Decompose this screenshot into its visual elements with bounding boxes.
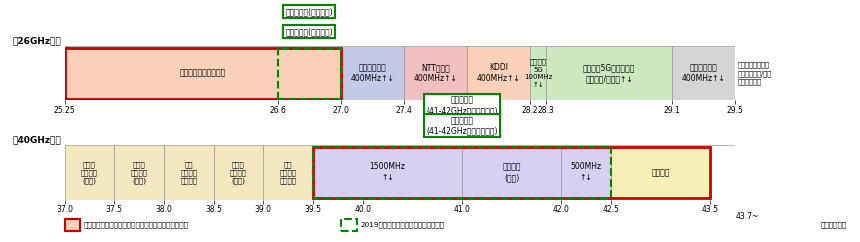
- Text: 出典：総務省: 出典：総務省: [820, 221, 847, 228]
- Text: 500MHz
↑↓: 500MHz ↑↓: [571, 162, 602, 182]
- Bar: [263, 145, 313, 200]
- Text: 2019年に共用検討が行われた周波数帯: 2019年に共用検討が行われた周波数帯: [360, 221, 445, 228]
- Bar: [278, 48, 341, 99]
- Text: 共用検討済(共用不可): 共用検討済(共用不可): [286, 27, 333, 36]
- Text: 43.7~: 43.7~: [736, 212, 759, 221]
- Text: 【40GHz帯】: 【40GHz帯】: [12, 135, 61, 144]
- Text: 公共・
一般業務
(固定): 公共・ 一般業務 (固定): [131, 161, 148, 184]
- Text: 公共・
一般業務
(移動): 公共・ 一般業務 (移動): [81, 161, 98, 184]
- Text: ホーム監視用映像
伝送システム/列車
無線システム: ホーム監視用映像 伝送システム/列車 無線システム: [737, 61, 771, 85]
- Bar: [164, 145, 213, 200]
- Bar: [313, 147, 611, 198]
- Bar: [562, 145, 611, 200]
- Bar: [341, 46, 404, 100]
- Text: 【26GHz帯】: 【26GHz帯】: [12, 36, 61, 45]
- Text: 放送事業
(移動): 放送事業 (移動): [502, 162, 521, 182]
- Text: 公共・
一般業務
(固定): 公共・ 一般業務 (固定): [230, 161, 247, 184]
- Text: 共用検討済
(41-42GHzを除き共用可): 共用検討済 (41-42GHzを除き共用可): [427, 116, 498, 135]
- Bar: [462, 145, 562, 200]
- Text: ローカル
5G
100MHz
↑↓: ローカル 5G 100MHz ↑↓: [524, 59, 552, 88]
- Bar: [404, 46, 467, 100]
- Text: 共用検討済
(41-42GHzを除き共用可): 共用検討済 (41-42GHzを除き共用可): [427, 96, 498, 115]
- Bar: [313, 145, 462, 200]
- Bar: [313, 147, 710, 198]
- Text: 無線
アクセス
システム: 無線 アクセス システム: [181, 161, 197, 184]
- Text: 楽天モバイル
400MHz↑↓: 楽天モバイル 400MHz↑↓: [350, 63, 394, 83]
- Bar: [64, 46, 341, 100]
- Text: 情通審で割当てに向けた検討が行われている周波数帯: 情通審で割当てに向けた検討が行われている周波数帯: [83, 221, 188, 228]
- Text: ローカル5G対象周波数
地域限定/閉空間↑↓: ローカル5G対象周波数 地域限定/閉空間↑↓: [583, 63, 636, 83]
- Text: 無線アクセスシステム: 無線アクセスシステム: [180, 69, 225, 78]
- Bar: [546, 46, 673, 100]
- Text: 共用検討済(共用不可): 共用検討済(共用不可): [286, 7, 333, 16]
- Text: NTTドコモ
400MHz↑↓: NTTドコモ 400MHz↑↓: [414, 63, 458, 83]
- Bar: [64, 145, 114, 200]
- Text: 電波天文: 電波天文: [652, 168, 670, 177]
- Bar: [213, 145, 263, 200]
- Bar: [710, 145, 735, 200]
- Bar: [64, 48, 341, 99]
- Text: KDDI
400MHz↑↓: KDDI 400MHz↑↓: [476, 63, 520, 83]
- Bar: [114, 145, 164, 200]
- Bar: [673, 46, 735, 100]
- Text: 無線
アクセス
システム: 無線 アクセス システム: [280, 161, 297, 184]
- Bar: [530, 46, 546, 100]
- Bar: [611, 145, 710, 200]
- Text: 1500MHz
↑↓: 1500MHz ↑↓: [370, 162, 405, 182]
- Bar: [467, 46, 530, 100]
- Text: ソフトバンク
400MHz↑↓: ソフトバンク 400MHz↑↓: [682, 63, 726, 83]
